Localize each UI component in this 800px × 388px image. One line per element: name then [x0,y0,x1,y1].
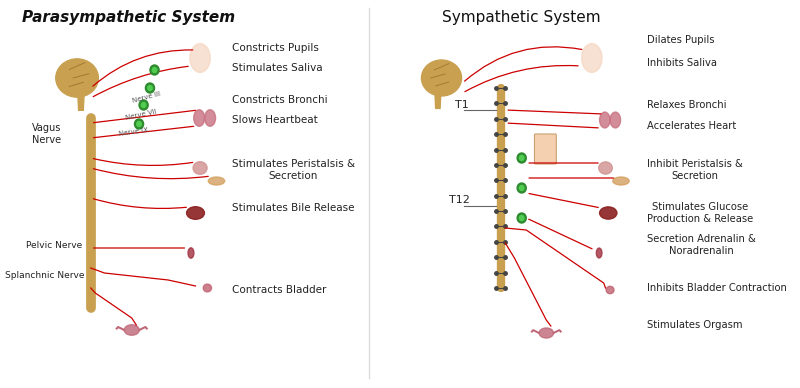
Ellipse shape [205,110,215,126]
Ellipse shape [188,248,194,258]
Ellipse shape [599,207,617,219]
Ellipse shape [422,60,462,96]
Circle shape [139,100,148,110]
Circle shape [137,121,142,126]
Ellipse shape [56,59,98,97]
Text: Inhibit Peristalsis &
Secretion: Inhibit Peristalsis & Secretion [646,159,742,181]
Circle shape [519,185,524,191]
Polygon shape [435,94,441,108]
Ellipse shape [193,162,207,174]
Text: Pelvic Nerve: Pelvic Nerve [26,241,82,250]
Circle shape [148,85,152,90]
Text: T1: T1 [455,100,469,110]
Text: Stimulates Orgasm: Stimulates Orgasm [646,320,742,330]
FancyBboxPatch shape [534,134,556,164]
Text: Relaxes Bronchi: Relaxes Bronchi [646,100,726,110]
Text: Stimulates Bile Release: Stimulates Bile Release [232,203,354,213]
Text: Inhibits Bladder Contraction: Inhibits Bladder Contraction [646,283,786,293]
Ellipse shape [598,162,612,174]
Ellipse shape [124,325,139,335]
Polygon shape [78,95,84,110]
Text: Sympathetic System: Sympathetic System [442,10,600,25]
Text: Dilates Pupils: Dilates Pupils [646,35,714,45]
Ellipse shape [582,43,602,73]
Text: Vagus
Nerve: Vagus Nerve [32,123,62,145]
Circle shape [517,153,526,163]
Text: Nerve VII: Nerve VII [126,109,158,121]
Circle shape [519,156,524,161]
Circle shape [517,183,526,193]
Ellipse shape [190,43,210,73]
Ellipse shape [539,328,554,338]
Circle shape [152,68,157,73]
Text: Nerve III: Nerve III [132,91,162,104]
Circle shape [519,215,524,220]
Ellipse shape [596,248,602,258]
Ellipse shape [203,284,211,292]
Text: Contracts Bladder: Contracts Bladder [232,285,326,295]
Ellipse shape [610,112,621,128]
Ellipse shape [208,177,225,185]
Text: Constricts Pupils: Constricts Pupils [232,43,319,53]
Ellipse shape [606,286,614,294]
Circle shape [142,102,146,107]
Ellipse shape [194,110,205,126]
Text: Parasympathetic System: Parasympathetic System [22,10,235,25]
Circle shape [517,213,526,223]
Text: Slows Heartbeat: Slows Heartbeat [232,115,318,125]
Circle shape [134,119,143,129]
Text: Nerve IX: Nerve IX [118,127,148,137]
Circle shape [150,65,159,75]
Text: Constricts Bronchi: Constricts Bronchi [232,95,327,105]
Ellipse shape [186,207,205,219]
Text: Accelerates Heart: Accelerates Heart [646,121,736,131]
Circle shape [146,83,154,93]
Text: Stimulates Glucose
Production & Release: Stimulates Glucose Production & Release [646,202,753,224]
Text: Splanchnic Nerve: Splanchnic Nerve [6,271,85,280]
Text: Stimulates Saliva: Stimulates Saliva [232,63,322,73]
Ellipse shape [613,177,630,185]
Text: Stimulates Peristalsis &
Secretion: Stimulates Peristalsis & Secretion [232,159,355,181]
Text: T12: T12 [449,195,470,205]
Text: Inhibits Saliva: Inhibits Saliva [646,58,717,68]
Text: Secretion Adrenalin &
Noradrenalin: Secretion Adrenalin & Noradrenalin [646,234,755,256]
Ellipse shape [599,112,610,128]
